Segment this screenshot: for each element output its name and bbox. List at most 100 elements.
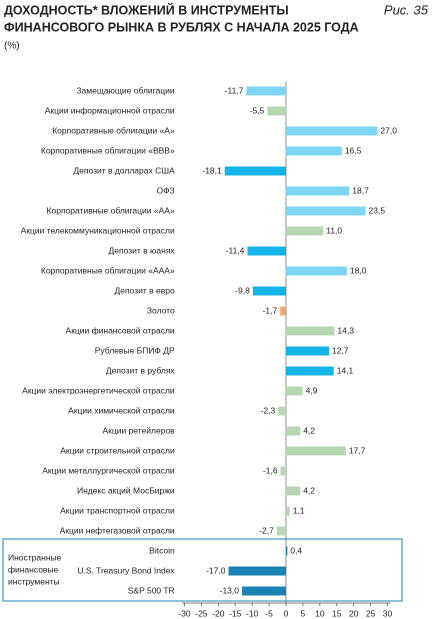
bar bbox=[286, 226, 324, 236]
bar bbox=[276, 526, 286, 536]
y-tick-label: Депозит в юанях bbox=[109, 245, 176, 255]
y-tick-label: Акции телекоммуникационной отрасли bbox=[21, 225, 175, 235]
y-tick-label: Акции транспортной отрасли bbox=[60, 505, 175, 515]
bar bbox=[286, 446, 346, 456]
y-tick-label: Корпоративные облигации «ААА» bbox=[41, 265, 175, 275]
x-tick-label: 0 bbox=[284, 608, 289, 618]
bar bbox=[278, 406, 286, 416]
bar bbox=[286, 426, 301, 436]
chart-title: ФИНАНСОВОГО РЫНКА В РУБЛЯХ С НАЧАЛА 2025… bbox=[4, 20, 359, 34]
value-label: -17,0 bbox=[206, 565, 226, 575]
y-tick-label: Депозит в долларах США bbox=[73, 165, 175, 175]
y-tick-label: Акции металлургической отрасли bbox=[42, 465, 175, 475]
value-label: 14,3 bbox=[337, 325, 354, 335]
bar bbox=[286, 266, 347, 276]
value-label: 14,1 bbox=[337, 365, 354, 375]
y-tick-label: Акции нефтегазовой отрасли bbox=[60, 525, 175, 535]
x-tick-label: -20 bbox=[212, 608, 225, 618]
group-box bbox=[2, 538, 403, 602]
y-tick-label: Рублевые БПИФ ДР bbox=[95, 345, 175, 355]
x-tick-label: -25 bbox=[195, 608, 208, 618]
value-label: 23,5 bbox=[369, 205, 386, 215]
bar bbox=[286, 486, 301, 496]
y-tick-label: Акции ретейлеров bbox=[102, 425, 175, 435]
bar bbox=[252, 286, 286, 296]
value-label: -2,3 bbox=[261, 405, 276, 415]
value-label: -11,4 bbox=[226, 245, 245, 255]
x-tick-label: 30 bbox=[383, 608, 393, 618]
value-label: 4,2 bbox=[303, 485, 315, 495]
y-tick-label: Индекс акций МосБиржи bbox=[77, 485, 175, 495]
value-label: 4,2 bbox=[303, 425, 315, 435]
y-tick-label: ОФЗ bbox=[156, 185, 174, 195]
x-tick-label: 5 bbox=[301, 608, 306, 618]
y-tick-label: Акции электроэнергетической отрасли bbox=[22, 385, 175, 395]
y-tick-label: U.S. Treasury Bond Index bbox=[77, 565, 175, 575]
bar bbox=[224, 166, 286, 176]
x-tick-label: 20 bbox=[349, 608, 359, 618]
y-tick-label: Bitcoin bbox=[149, 545, 175, 555]
bar bbox=[242, 586, 286, 596]
bar bbox=[280, 306, 286, 316]
bar bbox=[286, 506, 290, 516]
chart-title: ДОХОДНОСТЬ* ВЛОЖЕНИЙ В ИНСТРУМЕНТЫ bbox=[4, 2, 289, 17]
bar bbox=[286, 346, 329, 356]
bar bbox=[286, 126, 378, 136]
bar bbox=[228, 566, 286, 576]
value-label: 18,0 bbox=[350, 265, 367, 275]
value-label: -18,1 bbox=[202, 165, 222, 175]
y-tick-label: Акции информационной отрасли bbox=[45, 105, 175, 115]
y-tick-label: Депозит в рублях bbox=[106, 365, 176, 375]
bar bbox=[286, 366, 334, 376]
y-tick-label: Корпоративные облигации «BBB» bbox=[41, 145, 175, 155]
bar bbox=[280, 466, 286, 476]
value-label: -5,5 bbox=[250, 105, 265, 115]
value-label: 4,9 bbox=[306, 385, 318, 395]
x-tick-label: -30 bbox=[178, 608, 191, 618]
value-label: 11,0 bbox=[326, 225, 342, 235]
y-tick-label: Депозит в евро bbox=[114, 285, 174, 295]
y-tick-label: Акции финансовой отрасли bbox=[66, 325, 175, 335]
y-tick-label: Корпоративные облигации «А» bbox=[52, 125, 175, 135]
value-label: 12,7 bbox=[332, 345, 349, 355]
x-tick-label: 10 bbox=[315, 608, 325, 618]
bar bbox=[267, 106, 286, 116]
value-label: -11,7 bbox=[225, 85, 244, 95]
value-label: 18,7 bbox=[352, 185, 369, 195]
group-label: инструменты bbox=[8, 576, 60, 586]
value-label: 1,1 bbox=[293, 505, 305, 515]
bar bbox=[286, 386, 303, 396]
group-label: Иностранные bbox=[8, 552, 62, 562]
y-tick-label: S&P 500 TR bbox=[128, 585, 175, 595]
value-label: -9,8 bbox=[235, 285, 250, 295]
bar bbox=[247, 246, 286, 256]
bar bbox=[286, 326, 335, 336]
x-tick-label: 15 bbox=[332, 608, 342, 618]
bar bbox=[246, 86, 286, 96]
x-tick-label: -15 bbox=[229, 608, 242, 618]
group-label: финансовые bbox=[8, 564, 59, 574]
value-label: -1,7 bbox=[263, 305, 278, 315]
unit: (%) bbox=[4, 41, 20, 52]
bar bbox=[286, 546, 288, 556]
y-tick-label: Акции строительной отрасли bbox=[60, 445, 175, 455]
value-label: 27,0 bbox=[380, 125, 397, 135]
y-tick-label: Акции химической отрасли bbox=[68, 405, 175, 415]
bar bbox=[286, 186, 350, 196]
bar bbox=[286, 146, 342, 156]
x-tick-label: 25 bbox=[366, 608, 376, 618]
x-tick-label: -5 bbox=[265, 608, 273, 618]
value-label: 16,5 bbox=[345, 145, 362, 155]
value-label: -13,0 bbox=[220, 585, 240, 595]
y-tick-label: Замещающие облигации bbox=[76, 85, 175, 95]
value-label: -1,6 bbox=[263, 465, 278, 475]
bar bbox=[286, 206, 366, 216]
value-label: -2,7 bbox=[259, 525, 274, 535]
x-tick-label: -10 bbox=[246, 608, 259, 618]
y-tick-label: Золото bbox=[147, 305, 175, 315]
figure-label: Рис. 35 bbox=[384, 2, 429, 17]
value-label: 0,4 bbox=[290, 545, 302, 555]
value-label: 17,7 bbox=[349, 445, 366, 455]
